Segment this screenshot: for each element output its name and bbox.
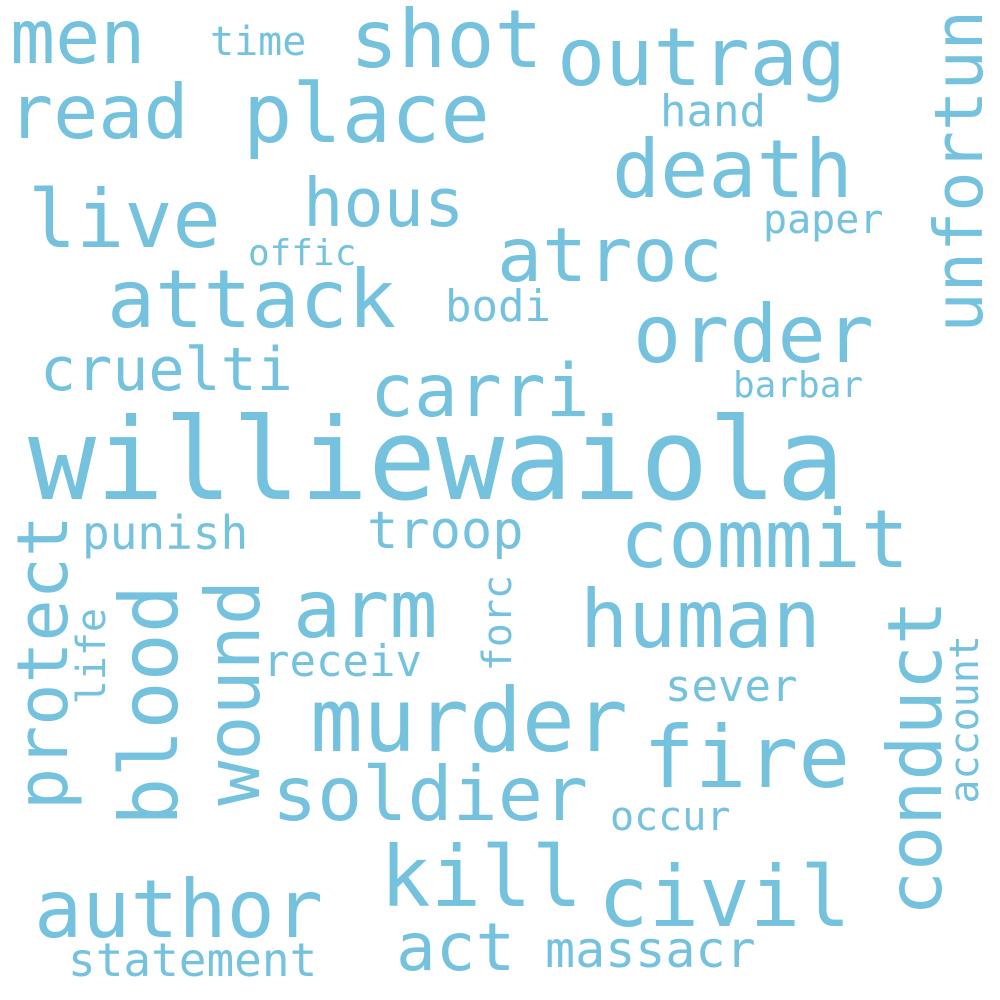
word-time: time (210, 19, 307, 65)
word-forc: forc (475, 575, 521, 672)
word-carri: carri (370, 349, 590, 434)
word-arm: arm (293, 563, 438, 656)
word-punish: punish (82, 506, 249, 560)
word-author: author (34, 863, 323, 956)
word-soldier: soldier (272, 750, 589, 838)
word-unfortun: unfortun (920, 10, 998, 333)
word-commit: commit (620, 493, 909, 586)
word-atroc: atroc (497, 211, 723, 299)
word-order: order (633, 288, 874, 381)
word-account: account (942, 635, 988, 804)
word-occur: occur (610, 794, 731, 840)
word-statement: statement (68, 933, 318, 987)
word-hous: hous (303, 164, 465, 242)
word-murder: murder (310, 669, 628, 772)
word-attack: attack (107, 253, 396, 346)
word-barbar: barbar (733, 365, 864, 406)
word-outrag: outrag (557, 11, 846, 104)
word-bodi: bodi (445, 281, 551, 332)
word-shot: shot (350, 0, 543, 86)
word-act: act (396, 909, 516, 986)
word-kill: kill (380, 828, 583, 926)
word-human: human (580, 573, 821, 666)
word-receiv: receiv (263, 636, 422, 687)
word-men: men (10, 0, 146, 81)
word-read: read (8, 68, 189, 156)
word-wound: wound (189, 580, 277, 806)
word-cruelti: cruelti (40, 335, 293, 405)
word-paper: paper (763, 197, 884, 243)
word-williewaiola: williewaiola (28, 394, 845, 526)
word-blood: blood (103, 585, 196, 826)
word-hand: hand (660, 86, 766, 137)
word-fire: fire (643, 708, 851, 808)
word-sever: sever (665, 661, 798, 712)
word-troop: troop (367, 501, 524, 561)
word-civil: civil (598, 848, 851, 946)
word-place: place (243, 67, 490, 162)
word-protect: protect (2, 515, 84, 811)
word-massacr: massacr (545, 921, 756, 979)
word-death: death (612, 123, 853, 216)
word-offic: offic (248, 233, 357, 274)
word-live: live (28, 173, 221, 266)
word-life: life (69, 608, 115, 705)
